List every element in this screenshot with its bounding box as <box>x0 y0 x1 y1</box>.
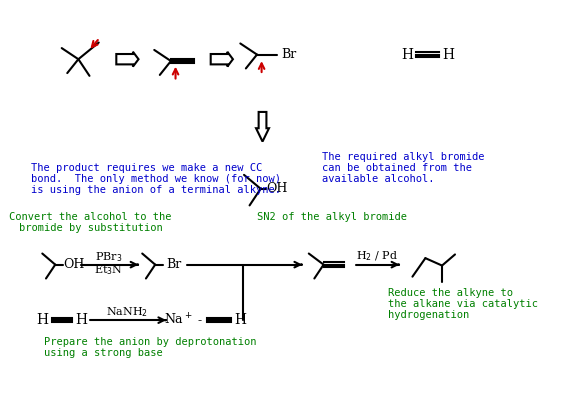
Text: OH: OH <box>267 182 288 195</box>
Text: using a strong base: using a strong base <box>44 348 163 358</box>
Text: PBr$_3$: PBr$_3$ <box>95 250 122 264</box>
Text: H: H <box>75 313 87 327</box>
Text: -: - <box>193 314 202 327</box>
Text: the alkane via catalytic: the alkane via catalytic <box>389 299 539 309</box>
Text: OH: OH <box>63 258 85 271</box>
Text: The product requires we make a new CC: The product requires we make a new CC <box>31 163 262 173</box>
Text: H$_2$ / Pd: H$_2$ / Pd <box>356 249 398 263</box>
Text: can be obtained from the: can be obtained from the <box>321 163 472 173</box>
Text: Na$^+$: Na$^+$ <box>164 312 193 328</box>
Text: The required alkyl bromide: The required alkyl bromide <box>321 152 484 162</box>
Text: H: H <box>36 313 49 327</box>
Text: is using the anion of a terminal alkyne.: is using the anion of a terminal alkyne. <box>31 185 281 195</box>
Text: SN2 of the alkyl bromide: SN2 of the alkyl bromide <box>257 212 407 222</box>
Text: Prepare the anion by deprotonation: Prepare the anion by deprotonation <box>44 337 257 347</box>
Text: H: H <box>234 313 246 327</box>
Text: Et$_3$N: Et$_3$N <box>94 263 124 277</box>
Text: NaNH$_2$: NaNH$_2$ <box>107 305 148 319</box>
Text: Br: Br <box>166 258 181 271</box>
Text: hydrogenation: hydrogenation <box>389 310 470 320</box>
Text: H: H <box>443 48 455 61</box>
Text: Reduce the alkyne to: Reduce the alkyne to <box>389 288 513 298</box>
Text: bond.  The only method we know (for now): bond. The only method we know (for now) <box>31 174 281 184</box>
Text: bromide by substitution: bromide by substitution <box>19 223 162 233</box>
Text: Br: Br <box>281 48 296 61</box>
Text: available alcohol.: available alcohol. <box>321 174 434 184</box>
Text: Convert the alcohol to the: Convert the alcohol to the <box>9 212 171 222</box>
Text: H: H <box>401 48 413 61</box>
